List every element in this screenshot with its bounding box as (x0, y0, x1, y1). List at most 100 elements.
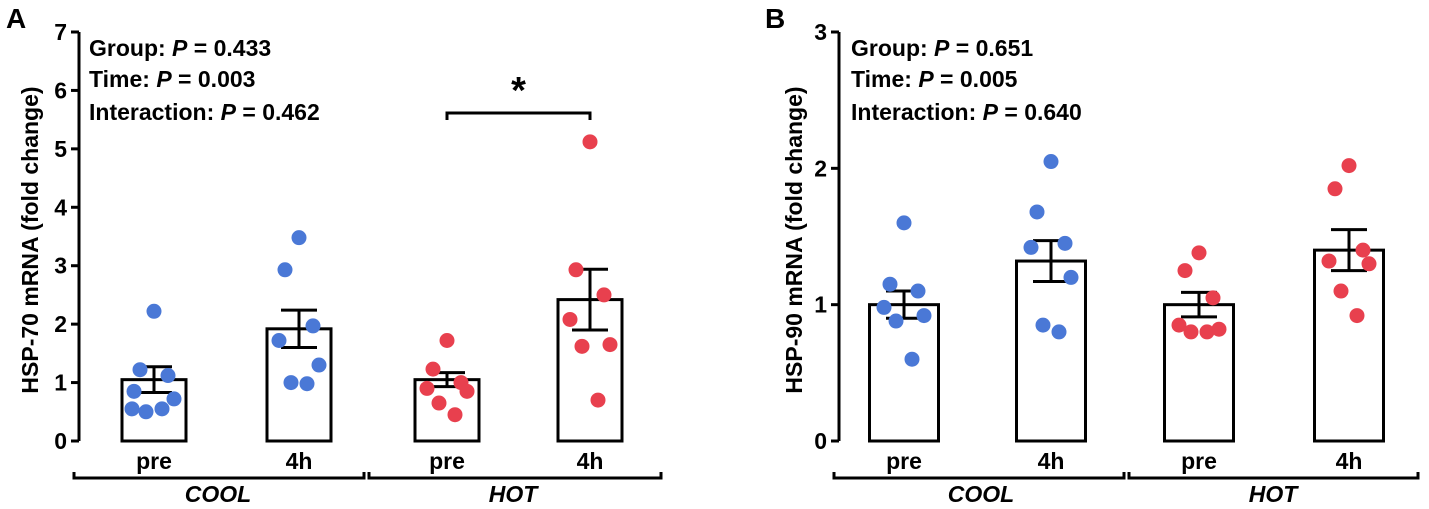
panel-b-data-point (1063, 269, 1079, 285)
panel-a-data-point (439, 333, 455, 349)
panel-a-stat-interaction-value: 0.462 (262, 99, 320, 125)
panel-b-data-point (1171, 317, 1187, 333)
panel-a-stat-group-prefix: Group: (89, 35, 172, 61)
panel-a-data-point (459, 383, 475, 399)
panel-a-data-point (447, 407, 463, 423)
panel-b-stat-interaction-p-symbol: P (983, 99, 999, 125)
panel-a-significance-bracket (445, 111, 592, 120)
panel-b-data-point (896, 215, 912, 231)
panel-a-data-point (160, 368, 176, 384)
panel-a-data-point (277, 262, 293, 278)
panel-b-data-point (882, 276, 898, 292)
panel-b-y-axis-title: HSP-90 mRNA (fold change) (781, 86, 807, 393)
panel-a-group-bracket (72, 472, 366, 480)
panel-a-data-point (154, 401, 170, 417)
panel-b-data-point (916, 308, 932, 324)
panel-b-data-point (1205, 290, 1221, 306)
panel-b-stat-interaction-prefix: Interaction: (851, 99, 983, 125)
panel-b-stat-time-value: 0.005 (960, 66, 1018, 92)
panel-a-stat-time: Time: P = 0.003 (89, 66, 255, 92)
panel-a-stat-time-equals: = (172, 66, 198, 92)
panel-a-stat-time-value: 0.003 (198, 66, 256, 92)
panel-a-data-point (146, 303, 162, 319)
panel-a-data-point (425, 361, 441, 377)
panel-b-group-label: COOL (948, 481, 1014, 507)
panel-b-group-label: HOT (1249, 481, 1300, 507)
panel-b-x-tick-label: 4h (1038, 448, 1065, 474)
panel-a-y-tick-label: 4 (54, 194, 67, 220)
panel-a-y-tick-label: 3 (54, 253, 67, 279)
panel-a-stat-group-equals: = (187, 35, 213, 61)
panel-a-y-tick-label: 7 (54, 19, 67, 45)
panel-b-data-point (876, 299, 892, 315)
panel-a-y-tick-label: 0 (54, 428, 67, 454)
panel-a-x-tick-label: pre (429, 448, 465, 474)
panel-a-data-point (431, 395, 447, 411)
panel-b-stat-interaction: Interaction: P = 0.640 (851, 99, 1082, 125)
panel-a-y-tick-label: 5 (54, 136, 67, 162)
panel-b-data-point (888, 313, 904, 329)
panel-b-data-point (1191, 245, 1207, 261)
panel-b-stat-time-p-symbol: P (918, 66, 934, 92)
panel-b-data-point (1057, 235, 1073, 251)
panel-a-stat-interaction-equals: = (236, 99, 262, 125)
panel-a-y-tick-label: 2 (54, 311, 67, 337)
panel-b-data-point (904, 351, 920, 367)
panel-b-y-tick-label: 1 (814, 292, 827, 318)
panel-a-data-point (291, 230, 307, 246)
panel-a-stat-group-value: 0.433 (214, 35, 272, 61)
panel-a-group-bracket (367, 472, 663, 480)
panel-a-plot-area: 0 1 2 3 4 5 6 7 pre 4h pre 4h COOL HOT * (54, 19, 663, 507)
panel-a-data-point (568, 262, 584, 278)
panel-a-data-point (271, 333, 287, 349)
panel-b-data-point (1355, 242, 1371, 258)
panel-a-y-tick-label: 6 (54, 77, 67, 103)
panel-a-x-tick-label: 4h (286, 448, 313, 474)
panel-b-label: B (765, 3, 785, 34)
panel-b-plot-area: 0 1 2 3 pre 4h pre 4h COOL HOT (814, 19, 1420, 507)
panel-b-data-point (1199, 324, 1215, 340)
panel-b-data-point (1321, 253, 1337, 269)
panel-b-data-point (1043, 154, 1059, 170)
panel-a-group-label: COOL (185, 481, 251, 507)
panel-a-data-point (596, 287, 612, 303)
panel-a-data-point (419, 380, 435, 396)
panel-b-chart: B HSP-90 mRNA (fold change) Group: P = 0… (765, 3, 1420, 507)
panel-a-data-point (582, 134, 598, 150)
panel-a-data-point (590, 392, 606, 408)
panel-b-bar (1313, 248, 1385, 443)
panel-b-stat-group-prefix: Group: (851, 35, 934, 61)
panel-b-y-tick-label: 2 (814, 155, 827, 181)
panel-b-data-point (1341, 158, 1357, 174)
panel-a-label: A (6, 3, 26, 34)
panel-a-data-point (602, 337, 618, 353)
panel-b-data-point (1211, 321, 1227, 337)
panel-b-stat-time-prefix: Time: (851, 66, 918, 92)
panel-a-x-tick-label: 4h (577, 448, 604, 474)
panel-a-y-axis-title: HSP-70 mRNA (fold change) (17, 86, 43, 393)
panel-a-data-point (126, 383, 142, 399)
panel-a-stat-time-prefix: Time: (89, 66, 156, 92)
panel-b-x-tick-label: 4h (1336, 448, 1363, 474)
panel-a-stat-interaction-prefix: Interaction: (89, 99, 221, 125)
panel-b-stat-interaction-value: 0.640 (1024, 99, 1082, 125)
panel-b-stat-interaction-equals: = (998, 99, 1024, 125)
panel-a-stat-time-p-symbol: P (156, 66, 172, 92)
panel-b-x-tick-label: pre (886, 448, 922, 474)
panel-b-data-point (1327, 181, 1343, 197)
panel-a-data-point (562, 311, 578, 327)
panel-a-stat-group-p-symbol: P (172, 35, 188, 61)
panel-b-stat-time-equals: = (934, 66, 960, 92)
panel-a-y-tick-label: 1 (54, 370, 67, 396)
panel-b-stat-group-p-symbol: P (934, 35, 950, 61)
panel-b-bar (868, 303, 940, 443)
panel-a-group-label: HOT (489, 481, 540, 507)
panel-a-data-point (283, 375, 299, 391)
panel-a-stat-interaction-p-symbol: P (221, 99, 237, 125)
panel-a-data-point (311, 357, 327, 373)
panel-b-data-point (1177, 263, 1193, 279)
panel-b-group-bracket (832, 472, 1126, 480)
panel-a-data-point (574, 338, 590, 354)
panel-b-y-tick-label: 0 (814, 428, 827, 454)
